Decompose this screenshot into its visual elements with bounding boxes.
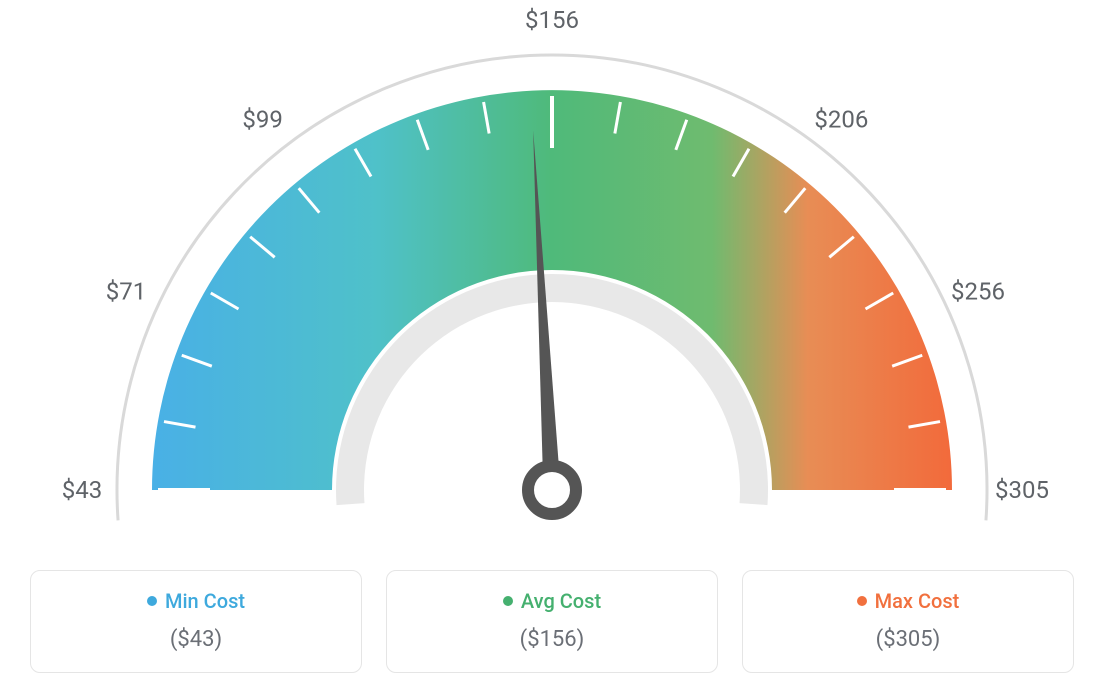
gauge-tick-label: $206 bbox=[814, 106, 868, 134]
legend-label-max: Max Cost bbox=[857, 589, 960, 613]
legend-row: Min Cost ($43) Avg Cost ($156) Max Cost … bbox=[0, 570, 1104, 673]
gauge-tick-label: $256 bbox=[951, 277, 1005, 305]
gauge-svg: $43 $71 $99 $156 $206 $256 $305 bbox=[0, 0, 1104, 560]
dot-icon bbox=[147, 596, 157, 606]
gauge-tick-label: $156 bbox=[525, 6, 579, 34]
legend-card-max: Max Cost ($305) bbox=[742, 570, 1074, 673]
legend-text-max: Max Cost bbox=[875, 589, 960, 613]
legend-card-min: Min Cost ($43) bbox=[30, 570, 362, 673]
legend-text-min: Min Cost bbox=[165, 589, 245, 613]
gauge-tick-label: $43 bbox=[62, 476, 102, 504]
gauge-tick-label: $305 bbox=[995, 476, 1049, 504]
legend-value-avg: ($156) bbox=[397, 627, 707, 652]
legend-label-avg: Avg Cost bbox=[503, 589, 601, 613]
legend-text-avg: Avg Cost bbox=[521, 589, 601, 613]
legend-card-avg: Avg Cost ($156) bbox=[386, 570, 718, 673]
gauge-hub bbox=[528, 466, 576, 514]
legend-value-min: ($43) bbox=[41, 627, 351, 652]
gauge-tick-label: $99 bbox=[242, 106, 282, 134]
dot-icon bbox=[857, 596, 867, 606]
gauge-chart: $43 $71 $99 $156 $206 $256 $305 bbox=[0, 0, 1104, 560]
dot-icon bbox=[503, 596, 513, 606]
gauge-tick-label: $71 bbox=[106, 277, 146, 305]
legend-value-max: ($305) bbox=[753, 627, 1063, 652]
legend-label-min: Min Cost bbox=[147, 589, 245, 613]
